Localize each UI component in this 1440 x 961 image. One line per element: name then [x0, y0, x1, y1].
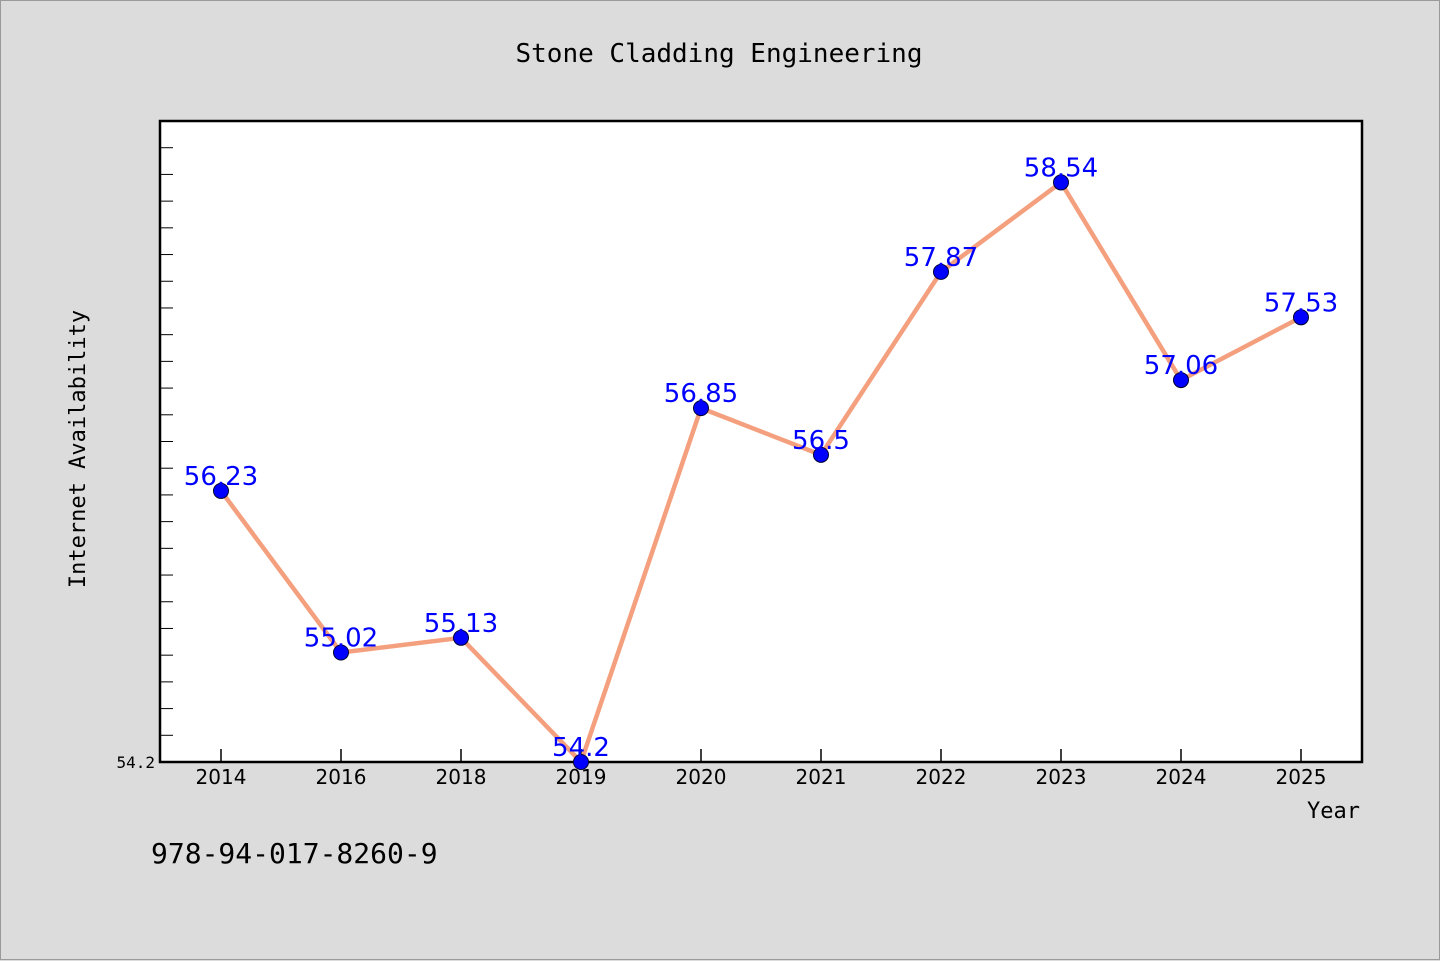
isbn-text: 978-94-017-8260-9	[151, 837, 438, 870]
data-point	[693, 400, 709, 417]
data-label: 55.13	[424, 609, 498, 639]
data-label: 58.54	[1024, 153, 1098, 183]
data-point	[213, 482, 229, 499]
chart-title: Stone Cladding Engineering	[516, 39, 923, 69]
x-axis-ticks	[220, 749, 1302, 762]
data-markers	[213, 174, 1309, 770]
data-point	[573, 754, 589, 770]
data-label: 56.23	[184, 462, 258, 492]
x-tick-label: 2018	[436, 765, 487, 789]
x-tick-label: 2020	[676, 765, 727, 789]
series-line	[219, 180, 1303, 765]
x-tick-label: 2022	[916, 765, 967, 789]
x-axis-label: Year	[1307, 799, 1360, 824]
x-tick-label: 2021	[796, 765, 847, 789]
data-label: 56.5	[792, 426, 850, 456]
data-point	[1173, 372, 1189, 389]
data-point	[1293, 309, 1309, 326]
y-axis-label: Internet Availability	[66, 310, 91, 588]
plot-area	[158, 119, 1364, 764]
data-label: 57.87	[904, 243, 978, 273]
y-tick-label: 54.2	[116, 753, 155, 772]
data-label: 54.2	[552, 733, 610, 763]
data-label: 55.02	[304, 623, 378, 653]
x-tick-label: 2016	[316, 765, 367, 789]
data-label: 56.85	[664, 379, 738, 409]
x-tick-label: 2014	[196, 765, 247, 789]
data-labels: 56.23 55.02 55.13 54.2 56.85 56.5 57.87 58.54 57…	[184, 153, 1338, 763]
data-point	[933, 263, 949, 280]
y-axis-ticks	[160, 120, 173, 763]
data-label: 57.06	[1144, 351, 1218, 381]
x-tick-label: 2023	[1036, 765, 1087, 789]
data-label: 57.53	[1264, 288, 1338, 318]
x-tick-label: 2025	[1276, 765, 1327, 789]
data-point	[1053, 174, 1069, 191]
x-tick-label: 2024	[1156, 765, 1207, 789]
data-point	[813, 446, 829, 463]
x-axis-tick-labels: 2014 2016 2018 2019 2020 2021 2022 2023 2024 2025	[196, 765, 1327, 789]
data-point	[453, 629, 469, 646]
data-point	[333, 644, 349, 661]
